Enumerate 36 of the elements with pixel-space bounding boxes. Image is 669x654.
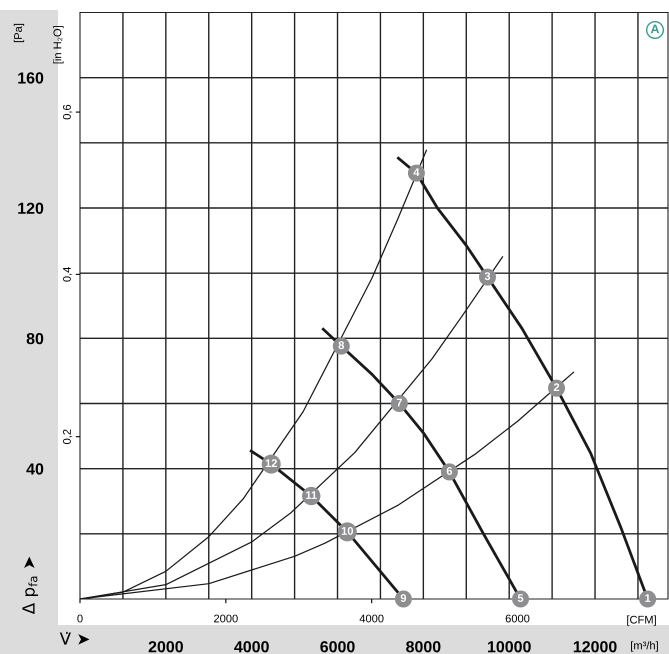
annotation: 9	[400, 594, 406, 602]
annotation: 4	[413, 168, 420, 176]
y-tick-label: 160	[18, 72, 44, 84]
text: V̇ ➤	[60, 632, 90, 645]
x-axis-title: [m³/h]	[631, 641, 658, 652]
y2-tick-label: 0,4	[62, 266, 72, 282]
x2-axis-title: [CFM]	[627, 615, 656, 626]
y2-axis-title: [in H₂O]	[53, 26, 64, 64]
y2-tick-label: 0,2	[62, 430, 72, 444]
annotation: 1	[645, 594, 650, 602]
x2-tick-label: 6000	[506, 614, 530, 622]
annotation: 2	[554, 383, 560, 392]
annotation: 6	[446, 467, 452, 475]
y-tick-label: 40	[26, 463, 44, 475]
annotation: 7	[396, 398, 402, 406]
y-tick-label: 80	[26, 332, 44, 344]
x2-tick-label: 4000	[360, 614, 384, 622]
x2-tick-label: 2000	[214, 614, 238, 622]
y-axis-title: [Pa]	[14, 24, 24, 42]
x-tick-label: 12000	[574, 641, 617, 652]
annotation: 5	[518, 594, 524, 602]
annotation: 11	[306, 491, 317, 499]
annotation: 3	[484, 272, 490, 280]
annotation: 8	[338, 341, 344, 350]
x-tick-label: 10000	[488, 641, 531, 652]
x2-tick-label: 0	[77, 614, 83, 622]
x-tick-label: 6000	[320, 641, 355, 652]
y-tick-label: 120	[18, 202, 44, 214]
text: Δ p$_{fa}$ ➤	[22, 556, 38, 614]
x-tick-label: 2000	[148, 641, 183, 652]
annotation: 10	[342, 526, 354, 535]
annotation: 12	[266, 459, 277, 467]
x-tick-label: 8000	[406, 641, 440, 652]
y2-tick-label: 0,6	[62, 104, 72, 120]
annotation: A	[650, 24, 660, 34]
x-tick-label: 4000	[234, 641, 269, 652]
